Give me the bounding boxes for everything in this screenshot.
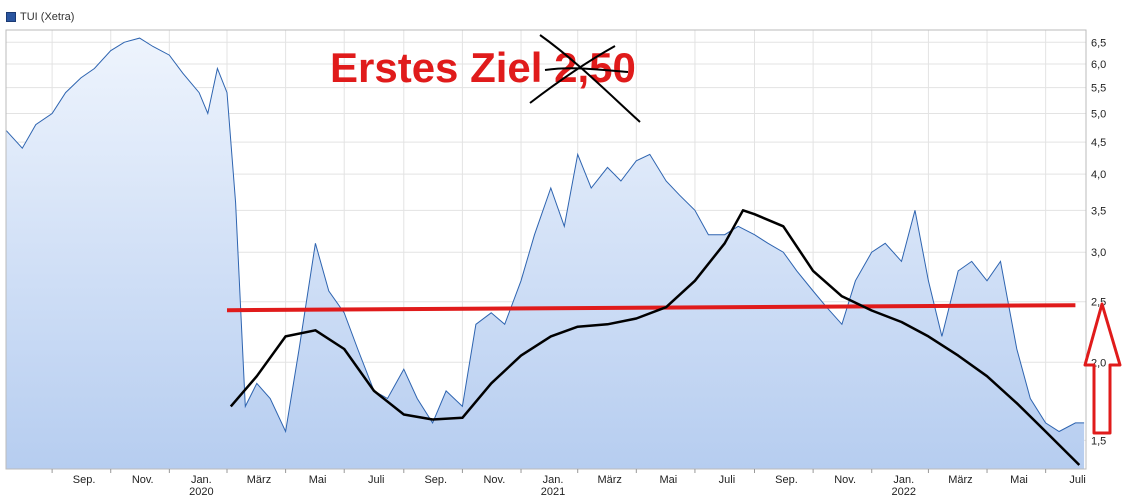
x-tick-label: März <box>597 474 621 486</box>
chart-legend: TUI (Xetra) <box>6 11 74 23</box>
x-tick-label: März <box>247 474 271 486</box>
y-tick-label: 4,0 <box>1091 169 1106 181</box>
x-tick-year: 2020 <box>189 486 213 498</box>
x-tick-label: Nov. <box>483 474 505 486</box>
legend-swatch <box>6 12 16 22</box>
x-tick-year: 2021 <box>541 486 565 498</box>
x-tick-label: Jan. <box>543 474 564 486</box>
x-tick-label: Mai <box>309 474 327 486</box>
price-area <box>6 38 1085 469</box>
x-tick-label: Juli <box>1069 474 1086 486</box>
cross-out-mark <box>529 45 616 104</box>
x-tick-year: 2022 <box>891 486 915 498</box>
legend-label: TUI (Xetra) <box>20 11 75 23</box>
trend-curve <box>229 209 1081 466</box>
x-tick-label: Sep. <box>424 474 447 486</box>
y-tick-label: 6,0 <box>1091 59 1106 71</box>
up-arrow <box>1083 302 1122 435</box>
y-tick-label: 1,5 <box>1091 435 1106 447</box>
cross-out-mark <box>539 34 641 123</box>
x-tick-label: Nov. <box>834 474 856 486</box>
cross-out-mark <box>544 67 629 73</box>
y-tick-label: 3,5 <box>1091 205 1106 217</box>
price-line <box>5 37 1085 434</box>
x-tick-label: März <box>948 474 972 486</box>
annotations: Erstes Ziel 2,50 <box>226 34 1122 466</box>
target-annotation: Erstes Ziel 2,50 <box>330 44 636 91</box>
support-line <box>226 303 1076 313</box>
y-tick-label: 5,5 <box>1091 83 1106 95</box>
x-tick-label: Nov. <box>132 474 154 486</box>
x-tick-label: Sep. <box>775 474 798 486</box>
x-tick-label: Mai <box>659 474 677 486</box>
y-tick-label: 4,5 <box>1091 137 1106 149</box>
x-tick-label: Mai <box>1010 474 1028 486</box>
plot-frame <box>5 29 1087 470</box>
x-tick-label: Jan. <box>893 474 914 486</box>
x-tick-label: Sep. <box>73 474 96 486</box>
y-tick-label: 6,5 <box>1091 37 1106 49</box>
x-tick-label: Juli <box>719 474 736 486</box>
y-tick-label: 3,0 <box>1091 247 1106 259</box>
y-tick-label: 5,0 <box>1091 108 1106 120</box>
y-axis: 1,52,02,53,03,54,04,55,05,56,06,5 <box>1091 37 1106 447</box>
x-tick-label: Juli <box>368 474 385 486</box>
x-tick-label: Jan. <box>191 474 212 486</box>
